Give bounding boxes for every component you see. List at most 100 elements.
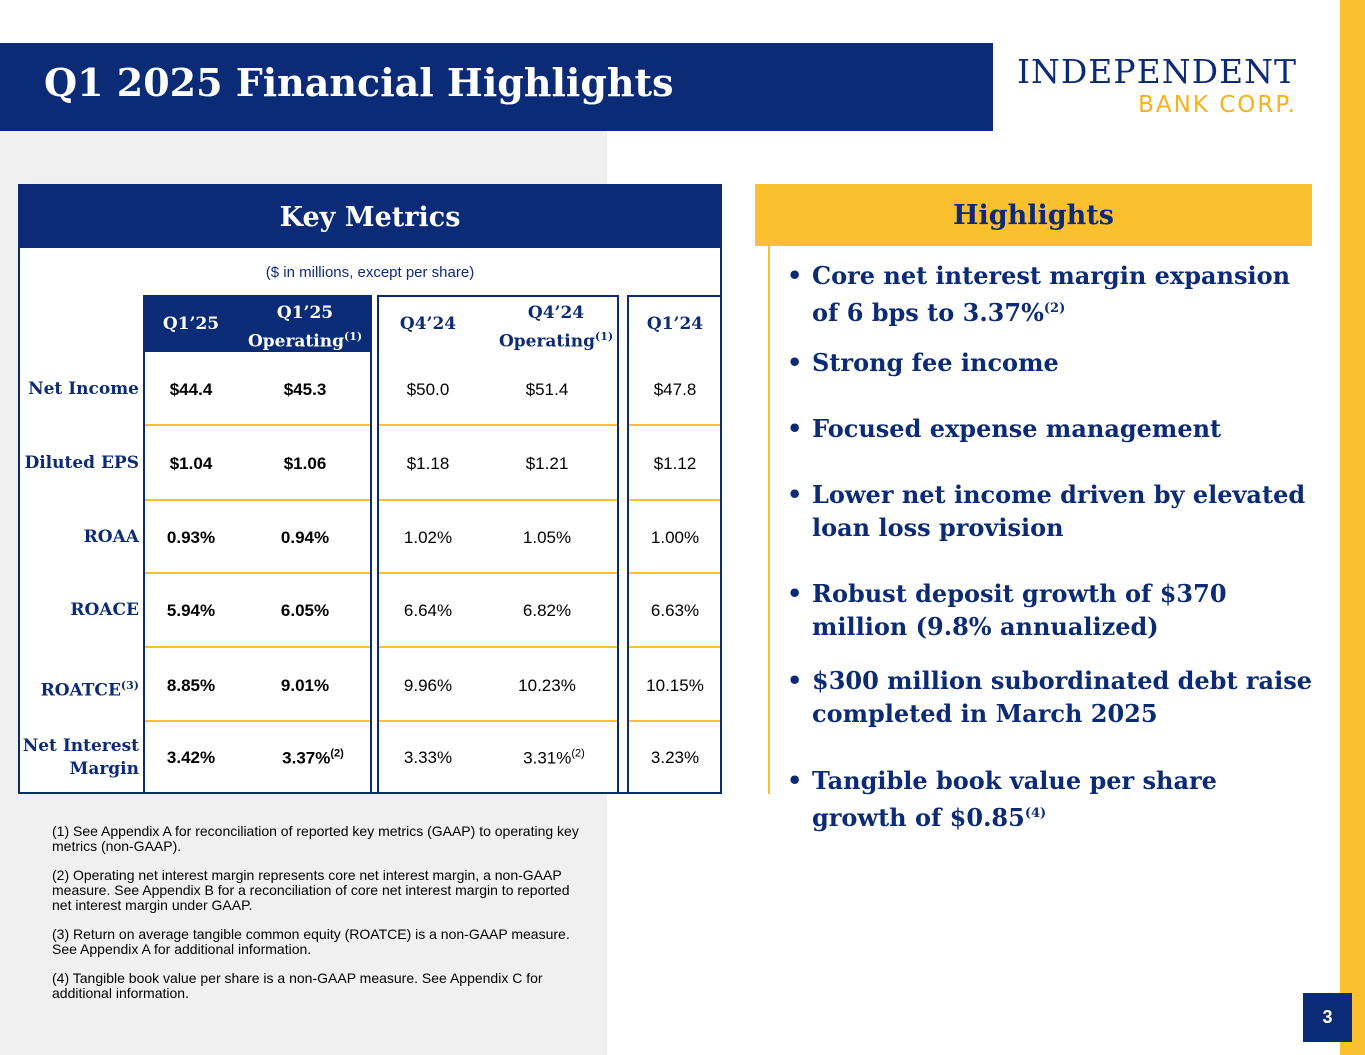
- row-divider: [145, 572, 370, 574]
- footnote-3: (3) Return on average tangible common eq…: [52, 926, 570, 957]
- column-header-sublabel: Operating: [247, 331, 344, 352]
- column-header-q4-24: Q4’24: [400, 313, 456, 336]
- logo-line-2: BANK CORP.: [1138, 92, 1297, 118]
- cell-nim-q1-25-operating: 3.37%(2): [282, 748, 344, 769]
- highlight-item: • Tangible book value per share growth of…: [787, 764, 1312, 834]
- units-note: ($ in millions, except per share): [265, 264, 475, 281]
- page-number: 3: [1303, 993, 1352, 1042]
- row-divider: [379, 424, 617, 426]
- cell-net-income-q1-25-operating: $45.3: [283, 380, 327, 399]
- page-title: Q1 2025 Financial Highlights: [44, 60, 674, 105]
- row-label-diluted-eps: Diluted EPS: [24, 453, 139, 473]
- cell-roatce-q1-25-operating: 9.01%: [280, 676, 330, 695]
- highlights-header: Highlights: [755, 184, 1312, 246]
- highlights-divider: [768, 246, 770, 794]
- row-label-text: ROATCE: [40, 680, 121, 701]
- cell-roatce-q1-24: 10.15%: [646, 676, 704, 695]
- key-metrics-header: Key Metrics: [20, 186, 720, 248]
- footnote-2: (2) Operating net interest margin repres…: [52, 867, 570, 913]
- footnotes: (1) See Appendix A for reconciliation of…: [52, 824, 582, 1015]
- cell-roaa-q1-24: 1.00%: [650, 528, 700, 547]
- row-divider: [379, 720, 617, 722]
- row-divider: [629, 424, 720, 426]
- logo-line-1: INDEPENDENT: [1016, 52, 1297, 91]
- bullet-icon: •: [787, 666, 803, 695]
- cell-diluted-eps-q4-24-operating: $1.21: [525, 454, 569, 473]
- cell-roace-q1-25: 5.94%: [166, 601, 216, 620]
- cell-roatce-q4-24: 9.96%: [403, 676, 453, 695]
- highlight-text: Strong fee income: [812, 348, 1059, 377]
- highlight-item: • $300 million subordinated debt raise co…: [787, 664, 1312, 730]
- highlight-item: • Robust deposit growth of $370 million (…: [787, 577, 1312, 643]
- row-divider: [379, 646, 617, 648]
- footnote-ref: (1): [343, 330, 363, 343]
- column-header-label: Q1’25: [162, 314, 220, 334]
- column-header-label: Q4’24: [527, 303, 585, 323]
- highlight-item: • Core net interest margin expansion of 6…: [787, 259, 1312, 329]
- column-group-q1-25: [143, 295, 372, 794]
- row-label-net-income: Net Income: [28, 379, 139, 399]
- row-label-roatce: ROATCE(3): [41, 674, 139, 703]
- row-divider: [145, 424, 370, 426]
- column-header-q1-25: Q1’25: [163, 313, 219, 336]
- row-label-line-2: Margin: [69, 759, 140, 779]
- highlight-text: Lower net income driven by elevated loan…: [812, 480, 1306, 542]
- cell-roatce-q1-25: 8.85%: [166, 676, 216, 695]
- bullet-icon: •: [787, 414, 803, 443]
- footnote-ref: (4): [1024, 806, 1047, 821]
- highlight-text: $300 million subordinated debt raise com…: [812, 666, 1312, 728]
- bullet-icon: •: [787, 348, 803, 377]
- bullet-icon: •: [787, 579, 803, 608]
- cell-diluted-eps-q1-25: $1.04: [169, 454, 213, 473]
- bullet-icon: •: [787, 261, 803, 290]
- cell-nim-q1-25: 3.42%: [166, 748, 216, 767]
- row-divider: [629, 646, 720, 648]
- cell-net-income-q1-25: $44.4: [169, 380, 213, 399]
- cell-roace-q4-24: 6.64%: [403, 601, 453, 620]
- cell-roace-q1-25-operating: 6.05%: [280, 601, 330, 620]
- cell-nim-q4-24: 3.33%: [403, 748, 453, 767]
- cell-roaa-q1-25-operating: 0.94%: [280, 528, 330, 547]
- footnote-ref: (3): [120, 679, 139, 692]
- footnote-ref: (1): [594, 330, 614, 343]
- row-divider: [629, 720, 720, 722]
- cell-net-income-q1-24: $47.8: [653, 380, 697, 399]
- footnote-ref: (2): [571, 747, 585, 760]
- cell-nim-q1-24: 3.23%: [650, 748, 700, 767]
- cell-roaa-q1-25: 0.93%: [166, 528, 216, 547]
- cell-diluted-eps-q1-24: $1.12: [653, 454, 697, 473]
- bullet-icon: •: [787, 766, 803, 795]
- row-divider: [379, 499, 617, 501]
- column-group-q4-24: [377, 295, 619, 794]
- highlight-item: • Lower net income driven by elevated loa…: [787, 478, 1312, 544]
- cell-diluted-eps-q1-25-operating: $1.06: [283, 454, 327, 473]
- highlight-text: Core net interest margin expansion of 6 …: [812, 261, 1291, 327]
- bullet-icon: •: [787, 480, 803, 509]
- row-divider: [145, 499, 370, 501]
- cell-net-income-q4-24: $50.0: [406, 380, 450, 399]
- highlight-item: • Focused expense management: [787, 412, 1312, 445]
- column-header-label: Q1’24: [646, 314, 704, 334]
- row-divider: [145, 720, 370, 722]
- footnote-4: (4) Tangible book value per share is a n…: [52, 970, 543, 1001]
- row-label-roace: ROACE: [70, 600, 139, 620]
- row-divider: [145, 646, 370, 648]
- cell-value: 3.37%: [282, 748, 331, 768]
- cell-value: 3.31%: [523, 748, 572, 768]
- cell-diluted-eps-q4-24: $1.18: [406, 454, 450, 473]
- cell-net-income-q4-24-operating: $51.4: [525, 380, 569, 399]
- row-label-line-1: Net Interest: [22, 736, 139, 756]
- highlight-item: • Strong fee income: [787, 346, 1312, 379]
- column-group-q1-24: [627, 295, 722, 794]
- column-header-sublabel: Operating: [498, 331, 595, 352]
- row-divider: [629, 499, 720, 501]
- row-label-roaa: ROAA: [83, 527, 139, 547]
- column-header-label: Q1’25: [276, 303, 334, 323]
- column-header-q1-24: Q1’24: [647, 313, 703, 336]
- cell-roaa-q4-24: 1.02%: [403, 528, 453, 547]
- row-divider: [379, 572, 617, 574]
- current-quarter-header-fill: [143, 295, 372, 352]
- row-label-net-interest-margin: Net Interest Margin: [23, 735, 139, 781]
- cell-roaa-q4-24-operating: 1.05%: [522, 528, 572, 547]
- right-accent-bar: [1340, 0, 1365, 1055]
